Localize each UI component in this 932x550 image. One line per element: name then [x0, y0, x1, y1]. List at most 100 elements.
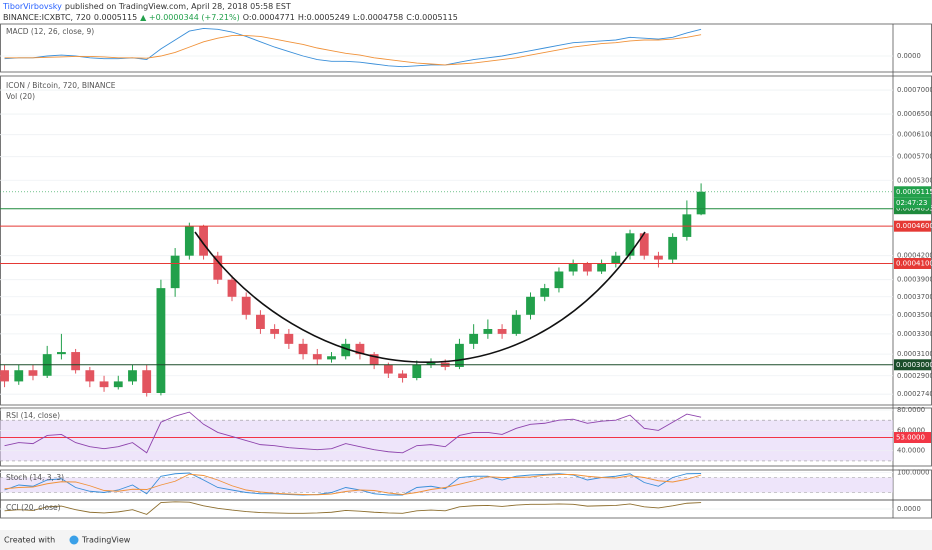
candle-body [57, 352, 66, 355]
y-tick-label: 0.0003300 [897, 330, 932, 338]
indicator-title: CCI (20, close) [6, 503, 61, 512]
y-tick-label: 0.0000 [897, 505, 921, 513]
candle-body [597, 263, 606, 272]
cup-drawing [194, 231, 646, 363]
candle-body [398, 373, 407, 379]
hline-label-box [894, 432, 931, 444]
hline-label-text: 53.0000 [896, 434, 925, 442]
candle-body [28, 370, 38, 376]
candle-body [412, 364, 422, 379]
last-price-label-text: 0.0005115 [896, 188, 932, 196]
footer-created: Created with [4, 536, 55, 545]
symbol: BINANCE:ICXBTC, 720 [3, 13, 91, 22]
hline-label-box [894, 220, 931, 232]
y-tick-label: 0.0005300 [897, 176, 932, 184]
y-tick-label: 0.0003900 [897, 276, 932, 284]
candle-body [14, 370, 24, 382]
last-price: 0.0005115 [94, 13, 137, 22]
y-tick-label: 0.0004200 [897, 252, 932, 260]
indicator-line [4, 27, 702, 68]
indicator-band [0, 477, 893, 493]
candle-body [426, 362, 436, 365]
brand-logo[interactable]: TradingView [69, 535, 131, 545]
candle-body [654, 255, 663, 260]
candle-body [298, 343, 308, 355]
indicator-line [4, 472, 702, 496]
hline-label-text: 0.0004600 [896, 222, 932, 230]
candle-body [369, 354, 379, 365]
y-tick-label: 0.0003500 [897, 311, 932, 319]
candle-body [99, 381, 109, 388]
candle-body [184, 226, 194, 256]
y-tick-label: 0.0000 [897, 52, 921, 60]
change: ▲ +0.0000344 (+7.21%) [140, 13, 240, 22]
candle-body [270, 328, 280, 334]
countdown-label-box [894, 197, 931, 209]
y-tick-label: 0.0002900 [897, 372, 932, 380]
candle-body [696, 191, 706, 215]
logo-icon [69, 535, 79, 545]
header-line: TiborVirbovsky published on TradingView.c… [2, 2, 291, 11]
published: published on TradingView.com, April 28, … [65, 2, 291, 11]
hline-label-text: 0.0004855 [896, 205, 932, 213]
candle-body [568, 263, 578, 272]
candle-body [455, 343, 464, 367]
candle-body [483, 328, 493, 334]
candle-body [582, 263, 592, 272]
indicator-title: RSI (14, close) [6, 411, 60, 420]
candle-body [256, 314, 265, 329]
chart-title: ICON / Bitcoin, 720, BINANCE [6, 81, 116, 90]
candle-body [213, 255, 223, 280]
candle-body [639, 233, 649, 256]
hline-label-box [894, 257, 931, 269]
candle-body [128, 370, 137, 382]
candle-body [511, 314, 521, 334]
candle-body [142, 370, 152, 393]
author[interactable]: TiborVirbovsky [2, 2, 62, 11]
indicator-line [4, 34, 702, 66]
candle-body [554, 271, 564, 289]
candle-body [0, 370, 9, 382]
y-tick-label: 0.0002740 [897, 390, 932, 398]
candle-body [611, 255, 621, 264]
y-tick-label: 0.0005700 [897, 153, 932, 161]
candle-body [526, 296, 535, 315]
candle-body [497, 328, 507, 334]
indicator-title: MACD (12, 26, close, 9) [6, 27, 94, 36]
candle-body [227, 279, 237, 297]
chart-subtitle: Vol (20) [6, 92, 35, 101]
hline-label-text: 0.0003000 [896, 361, 932, 369]
candle-body [71, 352, 81, 371]
candle-body [199, 226, 208, 256]
candle-body [284, 333, 294, 344]
y-tick-label: 40.0000 [897, 447, 925, 455]
indicator-line [4, 501, 702, 515]
hline-label-box [894, 203, 931, 215]
y-tick-label: 80.0000 [897, 406, 925, 414]
candle-body [540, 288, 550, 297]
countdown-label-text: 02:47:23 [896, 199, 927, 207]
close: C:0.0005115 [406, 13, 458, 22]
candle-body [113, 381, 123, 388]
hline-label-text: 0.0004100 [896, 259, 932, 267]
candle-body [383, 364, 393, 374]
symbol-line: BINANCE:ICXBTC, 720 0.0005115 ▲ +0.0000344… [3, 13, 458, 22]
candle-body [625, 233, 635, 256]
footer-bar [0, 530, 932, 550]
candle-body [241, 296, 251, 315]
candle-body [469, 333, 479, 344]
candle-body [312, 354, 322, 360]
low: L:0.0004758 [353, 13, 403, 22]
footer-brand[interactable]: TradingView [81, 536, 131, 545]
candle-body [156, 288, 166, 393]
y-tick-label: 0.0006100 [897, 131, 932, 139]
indicator-line [4, 473, 702, 496]
candle-body [341, 343, 351, 357]
candle-body [327, 356, 336, 360]
y-tick-label: 0.0006500 [897, 110, 932, 118]
candle-body [668, 236, 678, 260]
candle-body [170, 255, 180, 289]
high: H:0.0005249 [298, 13, 350, 22]
